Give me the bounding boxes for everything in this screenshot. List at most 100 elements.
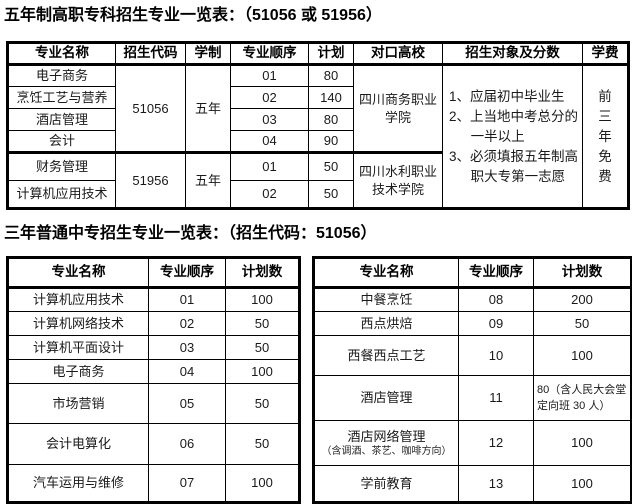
three-year-table-title: 三年普通中专招生专业一览表：（招生代码：51056）	[4, 225, 377, 242]
major-name: 计算机应用技术	[7, 287, 149, 312]
col-header-major-order: 专业顺序	[148, 257, 226, 289]
table-row: 学前教育 13 100	[313, 465, 632, 503]
major-name: 财务管理	[7, 151, 116, 181]
requirement-item: 3、必须填报五年制高职大专第一志愿	[449, 148, 579, 184]
plan-count: 90	[308, 130, 354, 153]
col-header-major-name: 专业名称	[7, 257, 149, 289]
col-header-partner-college: 对口高校	[353, 42, 443, 66]
plan-count: 50	[225, 423, 300, 465]
plan-count: 80	[308, 64, 354, 87]
plan-count: 80	[308, 108, 354, 131]
col-header-major-name: 专业名称	[313, 257, 459, 289]
major-order: 05	[148, 383, 226, 424]
plan-count: 50	[225, 335, 300, 360]
col-header-major-order: 专业顺序	[458, 257, 534, 289]
major-name: 市场营销	[7, 383, 149, 424]
major-name: 酒店管理	[313, 375, 459, 421]
table-row: 财务管理 51956 五年 01 50 四川水利职业技术学院	[7, 151, 629, 209]
major-order: 04	[148, 359, 226, 384]
table-row: 电子商务 51056 五年 01 80 四川商务职业学院 1、应届初中毕业生 2…	[7, 64, 629, 209]
table-row: 计算机网络技术 02 50	[7, 311, 300, 336]
table-row: 会计电算化 06 50	[7, 423, 300, 465]
tuition-cell: 前三年免费	[582, 64, 629, 209]
enroll-code: 51956	[115, 151, 186, 209]
plan-count: 200	[533, 287, 632, 312]
col-header-requirements: 招生对象及分数	[442, 42, 583, 66]
tuition-text: 前三年免费	[598, 88, 612, 184]
requirement-item: 1、应届初中毕业生	[449, 88, 565, 104]
col-header-major-name: 专业名称	[7, 42, 116, 66]
major-name: 计算机平面设计	[7, 335, 149, 360]
table-row: 市场营销 05 50	[7, 383, 300, 424]
major-order: 01	[230, 151, 309, 181]
major-order: 12	[458, 420, 534, 466]
table1-header-row: 专业名称 招生代码 学制 专业顺序 计划 对口高校 招生对象及分数 学费	[7, 42, 629, 66]
plan-count: 100	[533, 420, 632, 466]
plan-count: 50	[308, 151, 354, 181]
major-order: 04	[230, 130, 309, 153]
major-order: 01	[230, 64, 309, 87]
major-subname: （含调酒、茶艺、咖啡方向）	[321, 446, 452, 458]
major-order: 08	[458, 287, 534, 312]
table-row: 电子商务 04 100	[7, 359, 300, 384]
plan-count: 100	[533, 335, 632, 376]
plan-count: 140	[308, 86, 354, 109]
col-header-duration: 学制	[185, 42, 231, 66]
major-name: 计算机应用技术	[7, 180, 116, 209]
col-header-major-order: 专业顺序	[230, 42, 309, 66]
partner-college: 四川商务职业学院	[353, 64, 443, 153]
col-header-plan: 计划	[308, 42, 354, 66]
plan-count: 80（含人民大会堂定向班 30 人）	[533, 375, 632, 421]
table-row: 酒店网络管理 （含调酒、茶艺、咖啡方向） 12 100	[313, 420, 632, 466]
col-header-plan-count: 计划数	[225, 257, 300, 289]
five-year-table-title: 五年制高职专科招生专业一览表：（51056 或 51956）	[4, 7, 382, 24]
major-name-with-sub: 酒店网络管理 （含调酒、茶艺、咖啡方向）	[313, 420, 459, 466]
plan-count: 50	[533, 311, 632, 336]
plan-count: 50	[308, 180, 354, 209]
table-row: 计算机应用技术 01 100	[7, 287, 300, 312]
three-year-tables: 专业名称 专业顺序 计划数 计算机应用技术 01 100 计算机网络技术 02 …	[6, 256, 632, 504]
major-name: 会计	[7, 130, 116, 153]
major-order: 06	[148, 423, 226, 465]
duration: 五年	[185, 151, 231, 209]
table-row: 酒店管理 11 80（含人民大会堂定向班 30 人）	[313, 375, 632, 421]
table2-left-header-row: 专业名称 专业顺序 计划数	[7, 257, 300, 289]
table-row: 西餐西点工艺 10 100	[313, 335, 632, 376]
major-name: 电子商务	[7, 64, 116, 87]
duration: 五年	[185, 64, 231, 153]
major-name: 会计电算化	[7, 423, 149, 465]
col-header-enroll-code: 招生代码	[115, 42, 186, 66]
major-name: 汽车运用与维修	[7, 464, 149, 503]
major-order: 09	[458, 311, 534, 336]
major-order: 02	[230, 180, 309, 209]
table2-right-header-row: 专业名称 专业顺序 计划数	[313, 257, 632, 289]
three-year-table-right: 专业名称 专业顺序 计划数 中餐烹饪 08 200 西点烘焙 09 50 西餐西…	[312, 256, 632, 504]
requirements-cell: 1、应届初中毕业生 2、上当地中考总分的一半以上 3、必须填报五年制高职大专第一…	[442, 64, 583, 209]
major-order: 02	[148, 311, 226, 336]
major-order: 02	[230, 86, 309, 109]
plan-count: 100	[225, 359, 300, 384]
major-order: 03	[148, 335, 226, 360]
major-name: 西餐西点工艺	[313, 335, 459, 376]
plan-count: 100	[225, 287, 300, 312]
major-name: 电子商务	[7, 359, 149, 384]
enroll-code: 51056	[115, 64, 186, 153]
table-row: 酒店管理 03 80	[7, 108, 629, 131]
major-name: 西点烘焙	[313, 311, 459, 336]
table-row: 烹饪工艺与营养 02 140	[7, 86, 629, 109]
major-order: 10	[458, 335, 534, 376]
plan-count: 50	[225, 383, 300, 424]
major-name: 烹饪工艺与营养	[7, 86, 116, 109]
requirement-item: 2、上当地中考总分的一半以上	[449, 108, 579, 144]
five-year-program-table: 专业名称 招生代码 学制 专业顺序 计划 对口高校 招生对象及分数 学费 电子商…	[6, 41, 630, 210]
partner-college: 四川水利职业技术学院	[353, 151, 443, 209]
major-name: 中餐烹饪	[313, 287, 459, 312]
table-row: 中餐烹饪 08 200	[313, 287, 632, 312]
major-name: 酒店管理	[7, 108, 116, 131]
three-year-table-left: 专业名称 专业顺序 计划数 计算机应用技术 01 100 计算机网络技术 02 …	[6, 256, 301, 504]
table-row: 计算机应用技术 02 50	[7, 180, 629, 209]
col-header-plan-count: 计划数	[533, 257, 632, 289]
plan-count: 50	[225, 311, 300, 336]
major-order: 11	[458, 375, 534, 421]
